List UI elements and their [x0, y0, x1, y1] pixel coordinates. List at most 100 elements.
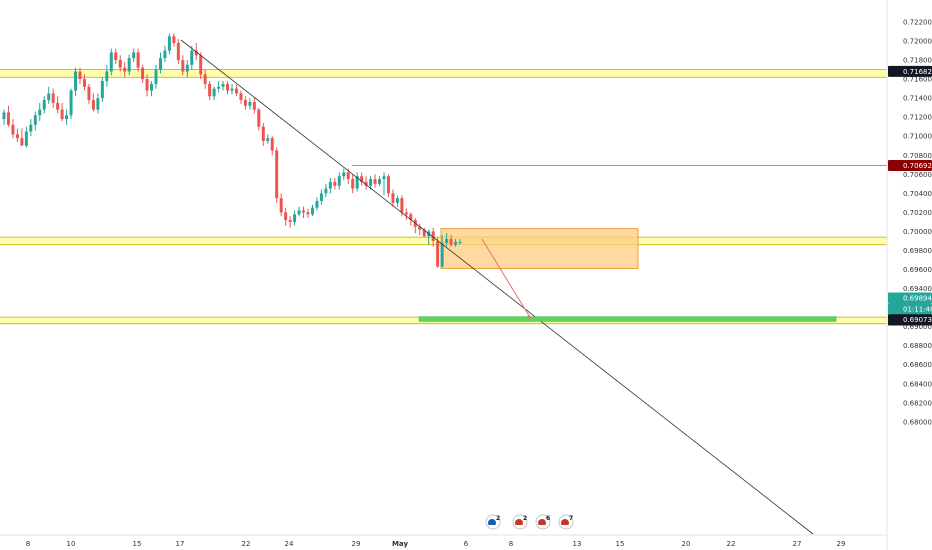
x-tick-label: 10	[67, 540, 76, 548]
candle-body	[2, 112, 6, 120]
candle-body	[154, 69, 158, 84]
candle-body	[454, 241, 458, 245]
price-badge-label: 0.69894	[903, 295, 932, 303]
x-tick-label: 27	[793, 540, 802, 548]
candle-body	[91, 100, 95, 110]
candle-body	[382, 176, 386, 180]
candle-body	[217, 86, 221, 89]
price-badge	[888, 65, 932, 77]
y-tick-label: 0.70600	[903, 171, 932, 179]
sr-zone[interactable]	[0, 69, 887, 78]
candle-body	[302, 210, 306, 213]
candle-body	[297, 210, 301, 215]
candle-body	[158, 58, 162, 70]
candle-body	[24, 131, 28, 146]
orange-box[interactable]	[440, 228, 639, 270]
candle-body	[194, 50, 198, 56]
y-tick-label: 0.68800	[903, 342, 932, 350]
candle-body	[114, 52, 118, 61]
candle-body	[333, 181, 337, 186]
y-tick-label: 0.68000	[903, 418, 932, 426]
candle-body	[386, 176, 390, 194]
candle-body	[355, 176, 359, 189]
event-marker[interactable]: 2	[485, 514, 501, 530]
candle-body	[176, 42, 180, 61]
x-tick-label: 15	[133, 540, 142, 548]
y-tick-label: 0.71600	[903, 76, 932, 84]
price-badge	[888, 303, 932, 315]
candle-body	[351, 179, 355, 189]
candle-body	[136, 52, 140, 68]
candle-body	[404, 212, 408, 215]
economic-events[interactable]: 2 2 6 7	[485, 514, 574, 530]
candle-body	[203, 74, 207, 84]
price-badge-label: 01:11:48	[903, 306, 932, 314]
event-count: 2	[523, 515, 527, 522]
price-axis[interactable]: 0.72200 0.72000 0.71800 0.71600 0.71400 0.712…	[903, 19, 932, 427]
candle-body	[369, 179, 373, 186]
candle-body	[270, 138, 274, 151]
candle-body	[284, 212, 288, 221]
candle-body	[172, 36, 176, 43]
candle-body	[226, 83, 230, 91]
candle-body	[141, 67, 145, 80]
candle-body	[449, 239, 453, 245]
candle-body	[47, 93, 51, 101]
y-tick-label: 0.68200	[903, 399, 932, 407]
event-count: 7	[569, 515, 573, 522]
candle-body	[100, 81, 104, 99]
candle-body	[96, 98, 100, 110]
y-tick-label: 0.71000	[903, 133, 932, 141]
x-tick-label: 29	[837, 540, 846, 548]
y-tick-label: 0.70000	[903, 228, 932, 236]
candle-body	[212, 88, 216, 97]
candle-body	[306, 212, 310, 215]
price-badges: 0.716820.706920.6989401:11:480.698780.69…	[888, 65, 932, 326]
flag-stripe	[539, 525, 546, 527]
candle-body	[51, 93, 55, 103]
y-tick-label: 0.68400	[903, 380, 932, 388]
event-marker[interactable]: 2	[512, 514, 528, 530]
candle-body	[163, 50, 167, 59]
candle-body	[132, 52, 136, 59]
target-zone[interactable]	[418, 316, 837, 322]
x-tick-label: 22	[242, 540, 251, 548]
candle-body	[275, 150, 279, 199]
x-tick-label: May	[392, 540, 408, 548]
candle-body	[221, 83, 225, 87]
candle-body	[78, 71, 82, 80]
candle-body	[293, 214, 297, 222]
candle-body	[261, 126, 265, 141]
candle-body	[328, 181, 332, 189]
y-tick-label: 0.69400	[903, 285, 932, 293]
candle-body	[266, 138, 270, 141]
candle-body	[42, 100, 46, 110]
candle-body	[60, 109, 64, 120]
candle-body	[167, 36, 171, 51]
projection-arrow[interactable]	[481, 238, 532, 320]
y-tick-label: 0.72000	[903, 38, 932, 46]
candle-body	[409, 214, 413, 221]
candle-body	[319, 193, 323, 201]
y-tick-label: 0.70400	[903, 190, 932, 198]
candle-body	[315, 200, 319, 208]
candle-body	[342, 172, 346, 177]
y-tick-label: 0.69000	[903, 323, 932, 331]
candle-body	[373, 179, 377, 184]
x-tick-label: 15	[616, 540, 625, 548]
descending-trendline[interactable]	[180, 39, 814, 535]
price-badge	[888, 292, 932, 304]
candle-body	[105, 71, 109, 82]
event-marker[interactable]: 6	[535, 514, 551, 530]
time-axis[interactable]: 8 10 15 17 22 24 29 May 6 8 13 15 20 22 27 29	[26, 540, 846, 548]
candle-body	[127, 58, 131, 72]
event-marker[interactable]: 7	[558, 514, 574, 530]
candle-body	[82, 79, 86, 87]
flag-stripe	[489, 525, 496, 527]
event-count: 6	[546, 515, 550, 522]
x-tick-label: 6	[464, 540, 469, 548]
x-tick-label: 29	[352, 540, 361, 548]
y-tick-label: 0.70800	[903, 152, 932, 160]
candle-body	[257, 109, 261, 127]
